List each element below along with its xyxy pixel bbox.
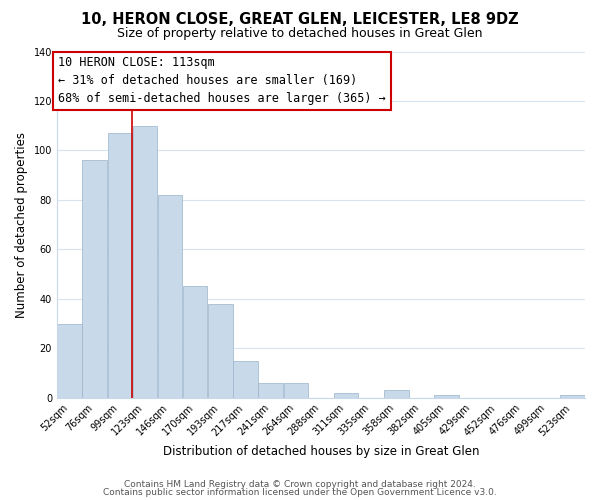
X-axis label: Distribution of detached houses by size in Great Glen: Distribution of detached houses by size …	[163, 444, 479, 458]
Bar	[334, 393, 358, 398]
Bar	[259, 383, 283, 398]
Bar	[133, 126, 157, 398]
Bar	[233, 360, 258, 398]
Bar	[158, 195, 182, 398]
Text: Size of property relative to detached houses in Great Glen: Size of property relative to detached ho…	[117, 28, 483, 40]
Bar	[384, 390, 409, 398]
Text: 10 HERON CLOSE: 113sqm
← 31% of detached houses are smaller (169)
68% of semi-de: 10 HERON CLOSE: 113sqm ← 31% of detached…	[58, 56, 386, 106]
Text: Contains public sector information licensed under the Open Government Licence v3: Contains public sector information licen…	[103, 488, 497, 497]
Y-axis label: Number of detached properties: Number of detached properties	[15, 132, 28, 318]
Bar	[434, 396, 459, 398]
Bar	[208, 304, 233, 398]
Bar	[82, 160, 107, 398]
Bar	[57, 324, 82, 398]
Bar	[183, 286, 208, 398]
Bar	[284, 383, 308, 398]
Text: 10, HERON CLOSE, GREAT GLEN, LEICESTER, LE8 9DZ: 10, HERON CLOSE, GREAT GLEN, LEICESTER, …	[81, 12, 519, 28]
Text: Contains HM Land Registry data © Crown copyright and database right 2024.: Contains HM Land Registry data © Crown c…	[124, 480, 476, 489]
Bar	[560, 396, 584, 398]
Bar	[107, 133, 132, 398]
